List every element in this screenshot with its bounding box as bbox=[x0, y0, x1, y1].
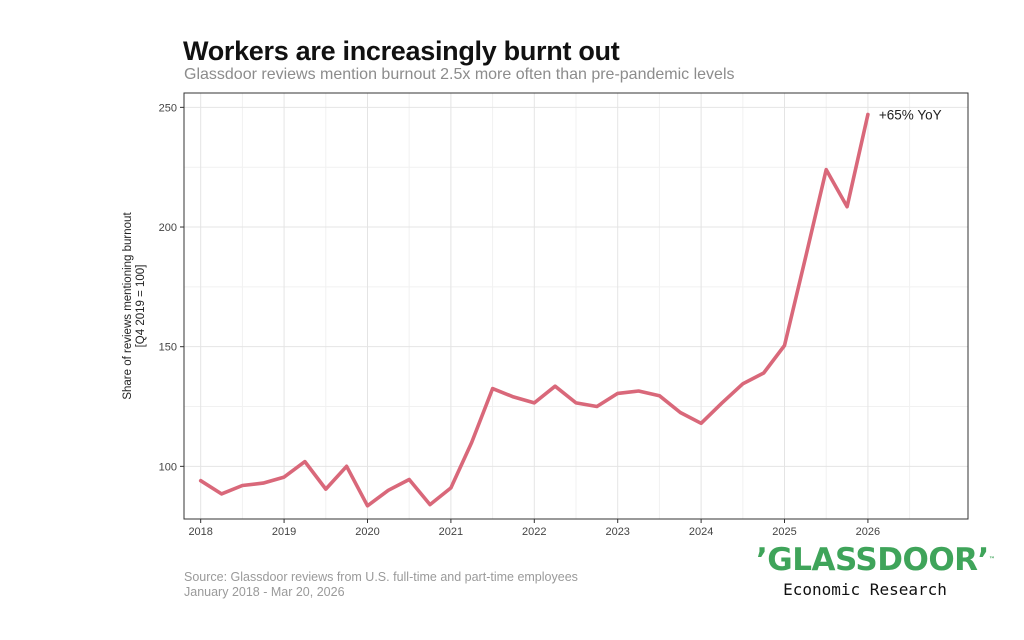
source-line-1: Source: Glassdoor reviews from U.S. full… bbox=[184, 570, 578, 584]
y-tick-label: 150 bbox=[159, 342, 177, 354]
y-axis-label-line: Share of reviews mentioning burnout bbox=[122, 212, 134, 400]
brand-name: ’GLASSDOOR’ bbox=[756, 542, 989, 578]
x-tick-label: 2021 bbox=[439, 526, 463, 538]
brand-subtitle: Economic Research bbox=[783, 580, 947, 599]
glassdoor-logo: ’GLASSDOOR’™ Economic Research bbox=[756, 540, 995, 600]
y-tick-label: 100 bbox=[159, 461, 177, 473]
x-tick-label: 2024 bbox=[689, 526, 713, 538]
y-axis-label-line: [Q4 2019 = 100] bbox=[135, 265, 147, 348]
x-tick-label: 2025 bbox=[772, 526, 796, 538]
chart-subtitle: Glassdoor reviews mention burnout 2.5x m… bbox=[184, 66, 735, 83]
x-tick-label: 2026 bbox=[856, 526, 880, 538]
source-note: Source: Glassdoor reviews from U.S. full… bbox=[184, 570, 578, 600]
x-tick-label: 2020 bbox=[355, 526, 379, 538]
yoy-annotation: +65% YoY bbox=[879, 108, 942, 123]
trademark-mark: ™ bbox=[988, 556, 995, 563]
x-tick-label: 2023 bbox=[605, 526, 629, 538]
x-tick-label: 2018 bbox=[188, 526, 212, 538]
plot-border bbox=[183, 92, 969, 520]
source-line-2: January 2018 - Mar 20, 2026 bbox=[184, 585, 345, 599]
x-tick-label: 2019 bbox=[272, 526, 296, 538]
x-tick-label: 2022 bbox=[522, 526, 546, 538]
chart-title: Workers are increasingly burnt out bbox=[183, 36, 620, 66]
y-tick-label: 200 bbox=[159, 222, 177, 234]
y-axis-label: Share of reviews mentioning burnout[Q4 2… bbox=[122, 212, 147, 400]
y-tick-label: 250 bbox=[159, 102, 177, 114]
